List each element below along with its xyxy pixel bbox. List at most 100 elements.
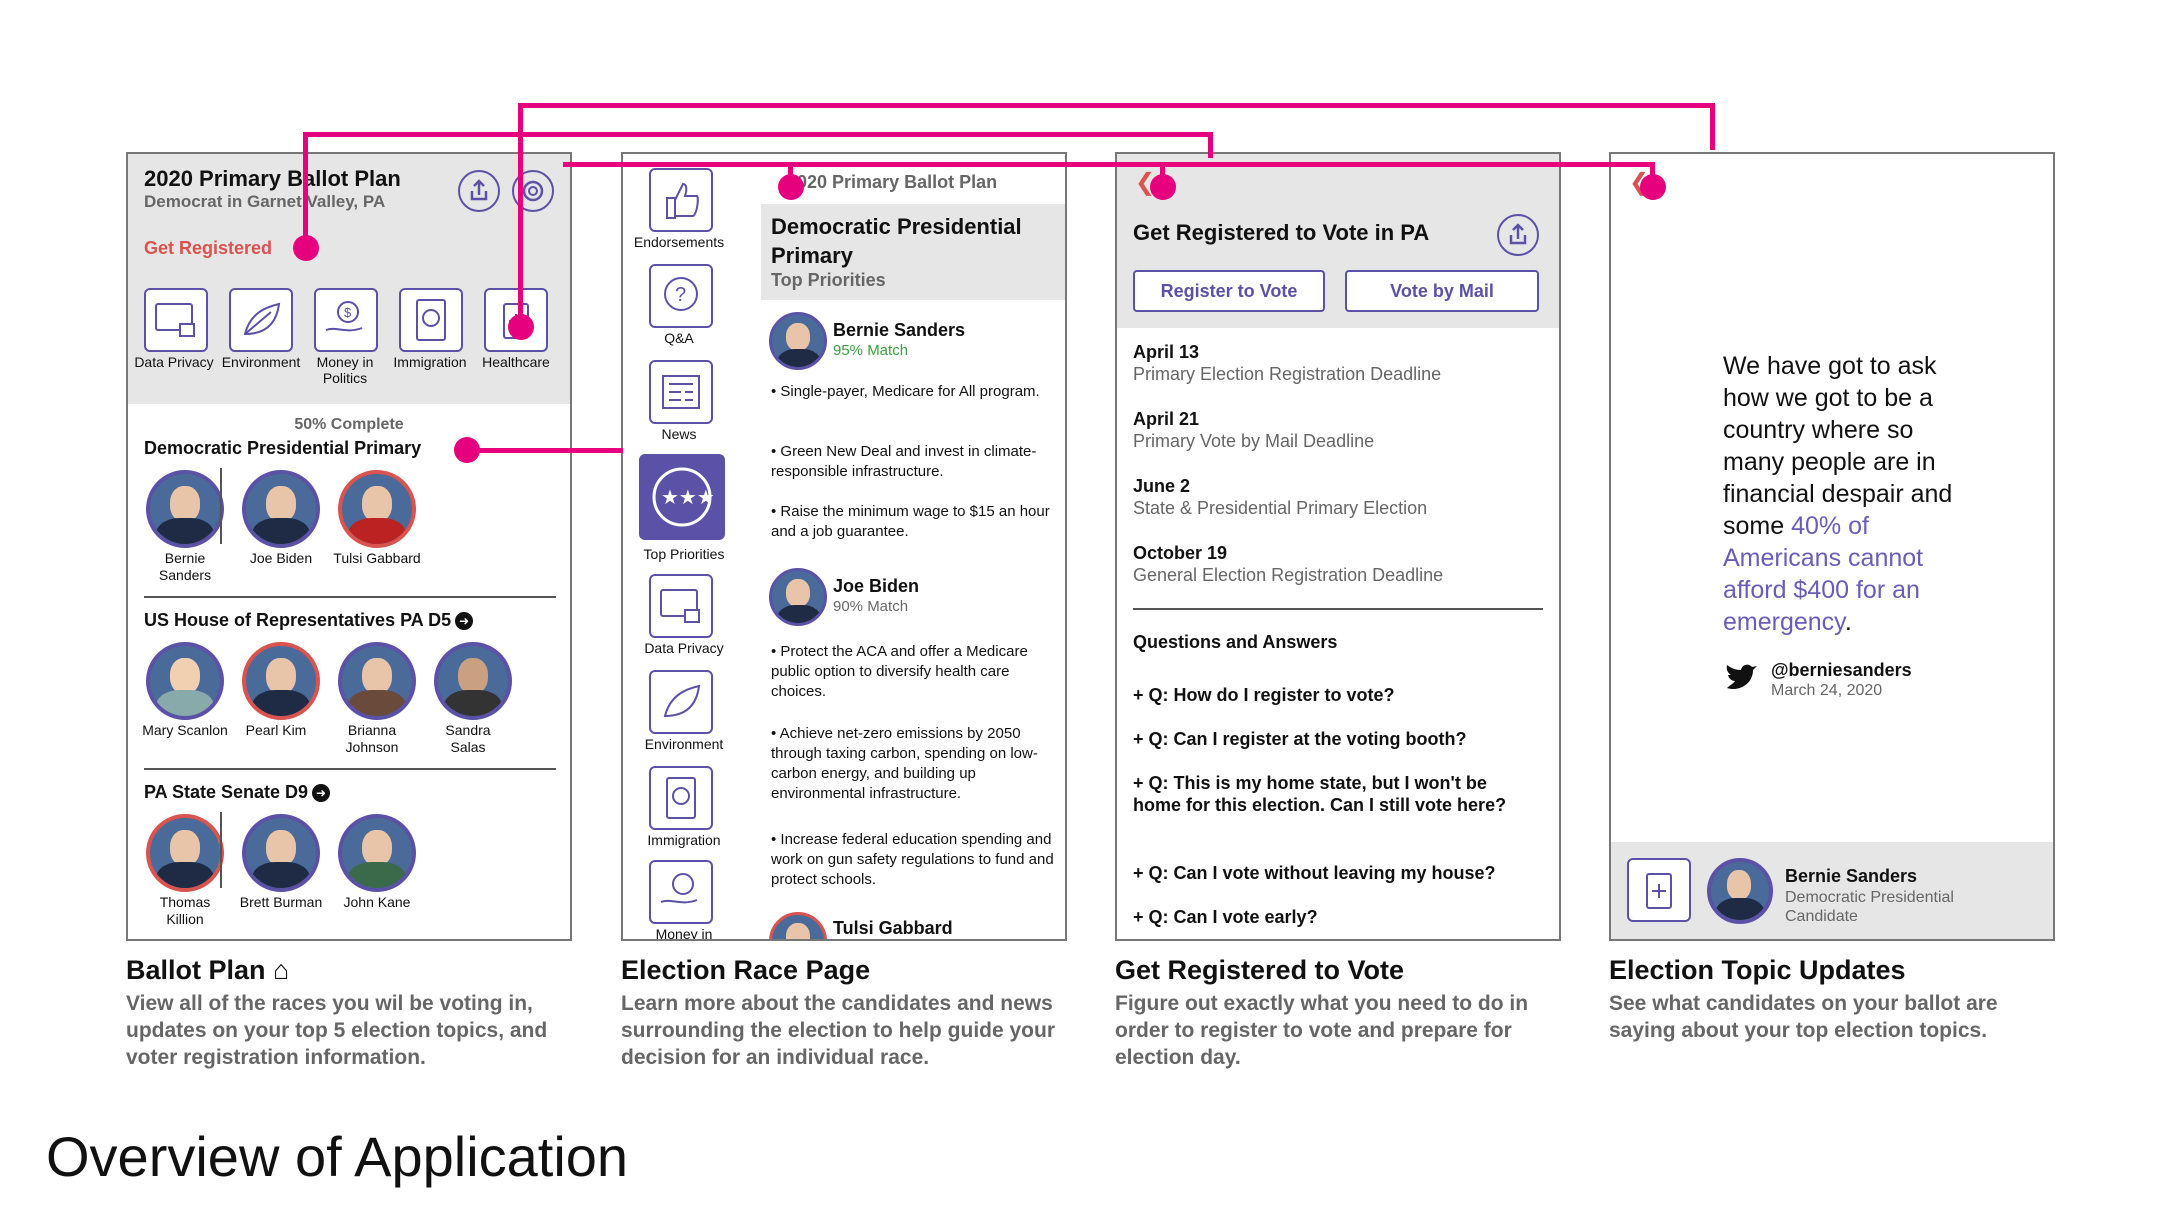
svg-text:$: $ — [344, 305, 352, 320]
candidate-name: Bernie Sanders — [833, 320, 966, 340]
caption-title-text: Ballot Plan — [126, 955, 266, 985]
candidate-name: Thomas Killion — [159, 894, 211, 927]
back-link[interactable]: 2020 Primary Ballot Plan — [787, 172, 997, 193]
vote-by-mail-button[interactable]: Vote by Mail — [1345, 270, 1539, 312]
qa-item[interactable]: + Q: Can I vote early? — [1133, 907, 1318, 927]
nav-label: Immigration — [647, 832, 721, 848]
flow-dot — [1150, 174, 1176, 200]
race-title[interactable]: US House of Representatives PA D5 ➜ — [144, 610, 474, 631]
priority-item: • Increase federal education spending an… — [771, 831, 1054, 888]
topic-money-in-politics[interactable]: $ — [314, 288, 378, 352]
divider — [1133, 608, 1543, 610]
nav-immigration[interactable] — [649, 766, 713, 830]
quote-text: We have got to ask how we got to be a co… — [1723, 350, 1963, 638]
flow-line — [303, 132, 308, 247]
flow-line — [1710, 103, 1715, 150]
get-registered-label: Get Registered — [144, 238, 273, 258]
avatar[interactable] — [146, 642, 224, 720]
nav-environment[interactable] — [649, 670, 713, 734]
share-button[interactable] — [1497, 214, 1539, 256]
nav-label: Data Privacy — [644, 640, 724, 656]
qa-item[interactable]: + Q: Can I vote without leaving my house… — [1133, 863, 1496, 883]
flow-line — [1208, 132, 1213, 158]
nav-data-privacy[interactable] — [649, 574, 713, 638]
nav-endorsements[interactable] — [649, 168, 713, 232]
flow-line — [563, 162, 1653, 167]
topic-environment[interactable] — [229, 288, 293, 352]
ballot-subtitle: Democrat in Garnet Valley, PA — [144, 192, 386, 211]
nav-label: Endorsements — [633, 234, 725, 250]
race-title-text: US House of Representatives PA D5 — [144, 610, 452, 630]
avatar[interactable] — [242, 814, 320, 892]
leaf-icon — [243, 302, 281, 336]
avatar[interactable] — [769, 912, 827, 939]
caption-desc: Learn more about the candidates and news… — [621, 992, 1056, 1069]
thumbs-up-icon — [666, 182, 699, 219]
deadline-desc: General Election Registration Deadline — [1133, 565, 1444, 585]
avatar[interactable] — [1707, 858, 1773, 924]
nav-label: Environment — [644, 736, 724, 752]
avatar[interactable] — [769, 568, 827, 626]
nav-label: Q&A — [664, 330, 694, 346]
avatar[interactable] — [338, 470, 416, 548]
ballot-title: 2020 Primary Ballot Plan — [144, 166, 401, 191]
qa-item[interactable]: + Q: This is my home state, but I won't … — [1133, 773, 1507, 815]
topic-immigration[interactable] — [399, 288, 463, 352]
divider — [220, 812, 222, 888]
nav-news[interactable] — [649, 360, 713, 424]
svg-text:?: ? — [675, 284, 686, 306]
race-title[interactable]: PA State Senate D9 ➜ — [144, 782, 331, 803]
nav-money-in-politics[interactable] — [649, 860, 713, 924]
avatar[interactable] — [146, 814, 224, 892]
race-page-screen: Endorsements ? Q&A News ★★★ Top Prioriti… — [621, 152, 1067, 941]
caption-title: Election Race Page — [621, 955, 871, 985]
question-bubble-icon: ? — [664, 277, 698, 311]
flow-dot — [508, 314, 534, 340]
quote-plain: We have got to ask how we got to be a co… — [1723, 352, 1953, 540]
qa-item[interactable]: + Q: Can I register at the voting booth? — [1133, 729, 1467, 749]
healthcare-topic-button[interactable] — [1627, 858, 1691, 922]
get-registered-link[interactable]: Get Registered — [144, 238, 272, 259]
divider — [220, 468, 222, 544]
nav-qa[interactable]: ? — [649, 264, 713, 328]
nav-top-priorities[interactable]: ★★★ — [639, 454, 725, 540]
avatar[interactable] — [242, 470, 320, 548]
topic-data-privacy[interactable] — [144, 288, 208, 352]
tweet-handle[interactable]: @berniesanders — [1771, 660, 1912, 680]
race-title[interactable]: Democratic Presidential Primary — [144, 438, 421, 459]
medicine-icon — [1646, 873, 1672, 909]
avatar[interactable] — [769, 312, 827, 370]
nav-label: Money in — [655, 926, 713, 941]
share-button[interactable] — [458, 170, 500, 212]
passport-icon — [666, 777, 696, 819]
flow-line — [1650, 162, 1655, 182]
qa-item[interactable]: + Q: How do I register to vote? — [1133, 685, 1395, 705]
register-to-vote-button[interactable]: Register to Vote — [1133, 270, 1325, 312]
register-screen: ❮ Get Registered to Vote in PA Register … — [1115, 152, 1561, 941]
divider — [144, 596, 556, 598]
caption-title: Election Topic Updates — [1609, 955, 1906, 985]
footer-candidate-name: Bernie Sanders — [1785, 866, 1918, 886]
race-content: 2020 Primary Ballot Plan Democratic Pres… — [761, 154, 1065, 939]
flow-line — [788, 162, 793, 182]
laptop-lock-icon — [155, 303, 195, 337]
candidate-name: Brianna Johnson — [345, 722, 399, 755]
avatar[interactable] — [242, 642, 320, 720]
deadline-date: October 19 — [1133, 543, 1228, 563]
candidate-name: John Kane — [343, 894, 411, 910]
priority-item: • Raise the minimum wage to $15 an hour … — [771, 503, 1050, 540]
race-title-text: PA State Senate D9 — [144, 782, 309, 802]
settings-button[interactable] — [512, 170, 554, 212]
avatar[interactable] — [338, 642, 416, 720]
flow-dot — [1640, 174, 1666, 200]
topic-updates-screen: ❮ We have got to ask how we got to be a … — [1609, 152, 2055, 941]
quote-end: . — [1844, 608, 1852, 636]
topic-label: Healthcare — [482, 354, 550, 370]
avatar[interactable] — [434, 642, 512, 720]
topic-label: Money in Politics — [316, 354, 374, 386]
avatar[interactable] — [338, 814, 416, 892]
candidate-name: Joe Biden — [833, 576, 920, 596]
avatar[interactable] — [146, 470, 224, 548]
priority-item: • Achieve net-zero emissions by 2050 thr… — [771, 725, 1038, 802]
race-page-subtitle: Top Priorities — [771, 270, 886, 290]
